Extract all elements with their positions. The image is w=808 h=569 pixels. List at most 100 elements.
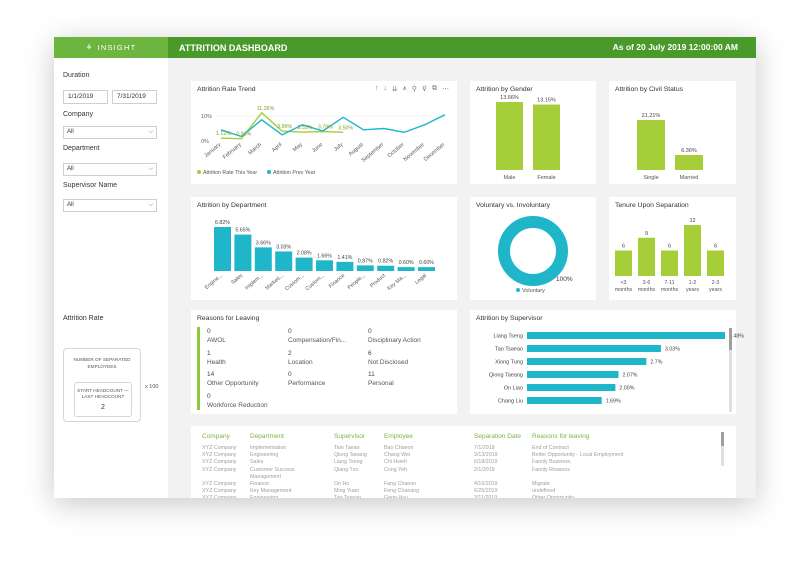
- department-card[interactable]: Attrition by Department 6.82% Engine... 5.…: [191, 197, 457, 300]
- reason-label: Compensation/Fin...: [288, 337, 347, 344]
- toolbar-icon[interactable]: ↑: [374, 85, 379, 92]
- x-tick-label: 3-6: [643, 280, 651, 286]
- data-label: 2.7%: [650, 360, 662, 366]
- data-label: 6.36%: [681, 148, 697, 154]
- y-tick-label: On Liao: [504, 386, 523, 392]
- data-label: 0.93%: [236, 132, 251, 138]
- start-date-input[interactable]: 1/1/2019: [63, 90, 108, 104]
- department-chart: 6.82% Engine... 5.65% Sales 3.66% Implem... 3.…: [204, 220, 435, 292]
- legend-marker: [267, 170, 271, 174]
- gender-chart: 13.66% Male 13.15% Female: [496, 95, 560, 181]
- bar: [254, 247, 272, 271]
- x-tick-label: Female: [537, 175, 555, 181]
- bar: [527, 397, 602, 404]
- column-header[interactable]: Supervisor: [334, 433, 366, 440]
- column-header[interactable]: Company: [202, 433, 230, 440]
- bar: [527, 384, 616, 391]
- scrollbar[interactable]: [729, 328, 732, 412]
- table-cell: Management: [250, 473, 281, 480]
- x-tick-label: Sales: [230, 273, 244, 286]
- data-label: 12: [689, 218, 695, 224]
- supervisor-select[interactable]: All ⌵: [63, 199, 157, 212]
- table-cell: Tain Taeao: [334, 445, 360, 451]
- column-header[interactable]: Department: [250, 433, 284, 440]
- company-select[interactable]: All ⌵: [63, 126, 157, 139]
- reason-label: Other Opportunity: [207, 380, 259, 387]
- column-header[interactable]: Separation Date: [474, 433, 521, 440]
- x-tick-label: Finance: [328, 273, 346, 290]
- toolbar-icon[interactable]: ⊽: [421, 86, 427, 93]
- data-label: 1.66%: [317, 253, 332, 259]
- bar: [527, 358, 647, 365]
- formula-multiplier: x 100: [145, 384, 159, 390]
- voluntary-card[interactable]: Voluntary vs. Involuntary 100% Voluntary: [470, 197, 596, 300]
- reason-count: 1: [207, 349, 211, 357]
- x-tick-label: years: [686, 287, 699, 293]
- toolbar-icon[interactable]: ⋯: [442, 86, 449, 93]
- series-prev-year: [220, 114, 446, 138]
- x-tick-label: Product: [369, 273, 387, 290]
- trend-card[interactable]: Attrition Rate Trend ↑ ↓ ⇊ ⩚ ⚲ ⊽ ⧉ ⋯ 10% 0% 1.12%…: [191, 81, 457, 184]
- trend-title: Attrition Rate Trend: [197, 86, 256, 93]
- toolbar-icon[interactable]: ⇊: [391, 86, 398, 93]
- table-cell: XYZ Company: [202, 466, 237, 473]
- x-tick-label: April: [271, 142, 283, 154]
- reason-count: 14: [207, 371, 215, 378]
- table-cell: Key Management: [250, 488, 292, 495]
- toolbar-icon[interactable]: ⩚: [402, 85, 407, 92]
- brand[interactable]: ⚘ INSIGHT: [54, 37, 168, 58]
- department-select[interactable]: All ⌵: [63, 163, 157, 176]
- scrollbar-thumb[interactable]: [729, 328, 732, 350]
- x-tick-label: <3: [620, 280, 626, 286]
- table-cell: Implementation: [250, 445, 287, 451]
- reason-label: AWOL: [207, 337, 226, 344]
- toolbar-icon[interactable]: ⧉: [432, 85, 437, 92]
- brand-label: INSIGHT: [97, 43, 137, 52]
- chevron-down-icon: ⌵: [148, 129, 153, 135]
- data-label: 11.26%: [257, 106, 275, 112]
- end-date-input[interactable]: 7/31/2019: [112, 90, 157, 104]
- y-tick-label: Chang Liu: [498, 399, 523, 405]
- x-tick-label: Male: [504, 175, 516, 181]
- y-tick-label: Qiong Taeang: [489, 373, 523, 379]
- as-of-date: As of 20 July 2019 12:00:00 AM: [612, 42, 738, 52]
- dashboard-window: ⚘ INSIGHT ATTRITION DASHBOARD As of 20 J…: [54, 37, 756, 498]
- reasons-card[interactable]: Reasons for Leaving 0 AWOL 0 Compensation/F…: [191, 310, 457, 414]
- toolbar-icon[interactable]: ↓: [383, 85, 387, 92]
- column-header[interactable]: Reasons for leaving: [532, 433, 590, 440]
- data-label: 3.96%: [277, 124, 292, 130]
- bar: [684, 225, 701, 276]
- supervisor-label: Supervisor Name: [63, 182, 118, 189]
- formula-denominator-box: START HEADCOUNT — LAST HEADCOUNT 2: [74, 382, 132, 417]
- reason-count: 0: [207, 392, 211, 400]
- data-label: 100%: [556, 276, 573, 283]
- tenure-card[interactable]: Tenure Upon Separation 6 <3 months 9 3-6 mont…: [609, 197, 736, 300]
- scrollbar-thumb[interactable]: [721, 432, 724, 446]
- column-header[interactable]: Employee: [384, 433, 413, 440]
- y-tick-label: Xiong Tung: [495, 360, 523, 366]
- civil-card[interactable]: Attrition by Civil Status 21.21% Single 6.…: [609, 81, 736, 184]
- table-cell: 6/25/2019: [474, 488, 498, 495]
- toolbar-icon[interactable]: ⚲: [411, 86, 417, 93]
- leader-line: [544, 274, 555, 280]
- chevron-down-icon: ⌵: [148, 166, 153, 172]
- gender-card[interactable]: Attrition by Gender 13.66% Male 13.15% Fema…: [470, 81, 596, 184]
- table-cell: 7/1/2019: [474, 445, 495, 451]
- tenure-title: Tenure Upon Separation: [615, 202, 689, 209]
- data-label: 6: [714, 244, 717, 250]
- company-value: All: [67, 129, 74, 135]
- x-tick-label: Key Ma...: [386, 273, 407, 292]
- bar: [638, 237, 655, 276]
- x-tick-label: 7-11: [664, 280, 674, 286]
- table-cell: Feng Chaeang: [384, 488, 420, 495]
- data-label: 1.41%: [337, 255, 352, 261]
- data-label: 2.08%: [297, 251, 312, 257]
- x-tick-label: Implem...: [244, 273, 265, 292]
- x-tick-label: Custom...: [305, 273, 326, 292]
- supervisor-card[interactable]: Attrition by Supervisor Liang Tseng 4.48%…: [470, 310, 744, 414]
- scrollbar[interactable]: [721, 432, 724, 466]
- x-tick-label: November: [403, 142, 426, 163]
- x-tick-label: People...: [347, 273, 367, 291]
- tenure-chart: 6<3months93-6months67-11months121-2years…: [615, 218, 724, 293]
- table-cell: 4/16/2019: [474, 481, 498, 487]
